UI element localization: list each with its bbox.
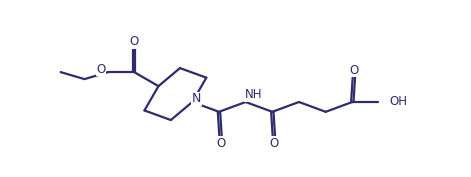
Text: O: O	[349, 64, 358, 77]
Text: OH: OH	[389, 96, 407, 109]
Text: NH: NH	[244, 88, 262, 101]
Text: O: O	[130, 35, 139, 48]
Text: O: O	[97, 63, 106, 76]
Text: O: O	[216, 137, 225, 150]
Text: N: N	[192, 92, 201, 105]
Text: O: O	[269, 137, 278, 150]
